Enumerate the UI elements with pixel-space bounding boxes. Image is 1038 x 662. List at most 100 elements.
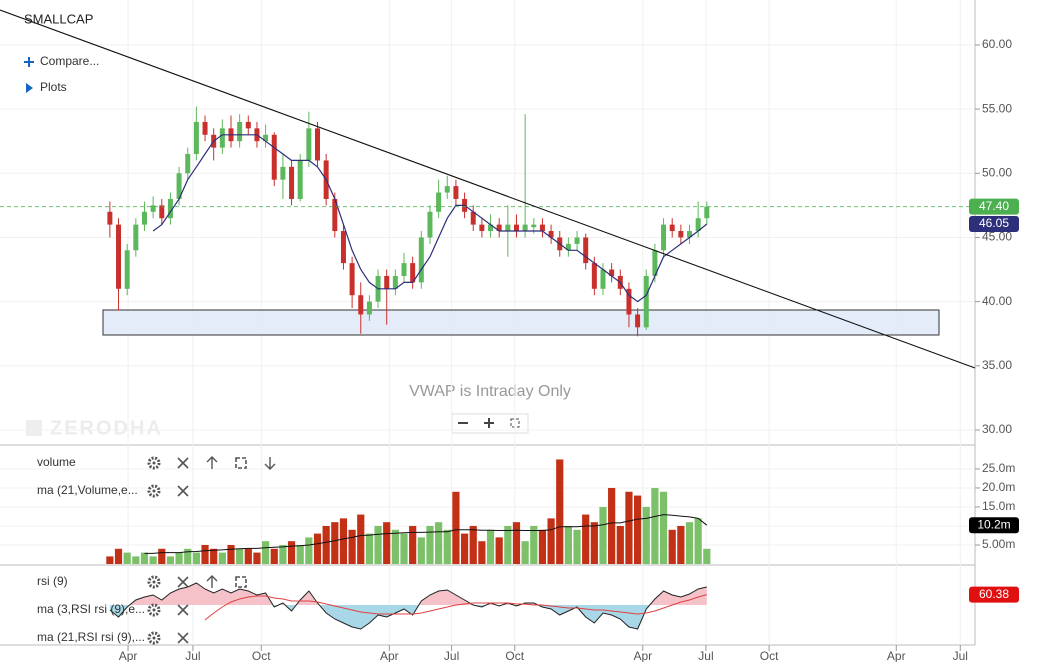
move-up-icon[interactable] bbox=[206, 456, 218, 469]
volume-bar bbox=[279, 544, 287, 564]
volume-bar bbox=[521, 541, 529, 564]
candle-body bbox=[695, 218, 701, 232]
rsi-fill-above bbox=[109, 583, 707, 605]
volume-bar bbox=[227, 544, 235, 564]
volume-bar bbox=[486, 529, 495, 564]
volume-bar bbox=[391, 529, 399, 564]
candle-body bbox=[116, 224, 122, 289]
x-tick-label: Oct bbox=[252, 649, 271, 662]
volume-bar bbox=[140, 552, 149, 564]
settings-icon-center bbox=[152, 489, 156, 493]
volume-bar bbox=[400, 533, 408, 564]
candle-body bbox=[470, 211, 476, 225]
candle-body bbox=[643, 275, 649, 328]
candle-body bbox=[349, 263, 355, 296]
compare-button[interactable]: Compare... bbox=[40, 54, 99, 68]
close-icon[interactable] bbox=[177, 576, 189, 588]
volume-bar bbox=[184, 548, 192, 564]
study-label: ma (21,Volume,e... bbox=[37, 483, 138, 497]
zoom-in[interactable] bbox=[484, 418, 494, 428]
move-down-icon[interactable] bbox=[264, 457, 276, 470]
volume-bar bbox=[313, 533, 322, 564]
candle-body bbox=[410, 263, 416, 283]
volume-bar bbox=[106, 556, 114, 564]
settings-icon[interactable] bbox=[147, 456, 161, 470]
maximize-icon[interactable] bbox=[235, 576, 247, 588]
volume-bar bbox=[348, 529, 356, 564]
move-up-icon[interactable] bbox=[206, 575, 218, 588]
value-tag-label: 60.38 bbox=[979, 587, 1009, 601]
rsi-line bbox=[204, 594, 707, 621]
x-tick-label: Apr bbox=[633, 649, 652, 662]
volume-bar bbox=[426, 525, 434, 564]
plots-button[interactable]: Plots bbox=[40, 80, 67, 94]
candle-body bbox=[687, 231, 693, 238]
value-tag bbox=[969, 586, 1019, 603]
volume-bar bbox=[331, 522, 339, 564]
maximize-icon[interactable] bbox=[235, 457, 247, 469]
y-tick-label: 15.0m bbox=[982, 499, 1015, 513]
y-tick-label: 25.0m bbox=[982, 461, 1015, 475]
volume-bar bbox=[374, 525, 382, 564]
candle-body bbox=[124, 250, 130, 289]
x-tick-label: Jul bbox=[953, 649, 968, 662]
plus-icon bbox=[24, 57, 34, 67]
trend-line bbox=[0, 9, 976, 369]
candle-body bbox=[479, 224, 485, 232]
support-zone bbox=[102, 309, 940, 336]
study-label: volume bbox=[37, 455, 76, 469]
volume-bar bbox=[625, 491, 633, 564]
settings-icon[interactable] bbox=[147, 484, 161, 498]
candle-body bbox=[366, 301, 372, 315]
close-icon[interactable] bbox=[177, 485, 189, 497]
volume-bar bbox=[236, 548, 244, 564]
candle-body bbox=[289, 166, 295, 199]
value-tag bbox=[969, 198, 1019, 215]
volume-bar bbox=[339, 518, 348, 564]
candle-body bbox=[176, 173, 182, 199]
vwap-note: VWAP is Intraday Only bbox=[409, 383, 571, 400]
candle-body bbox=[444, 186, 450, 193]
volume-bar bbox=[659, 491, 668, 564]
candle-body bbox=[591, 263, 597, 289]
settings-icon-center bbox=[152, 461, 156, 465]
volume-bar bbox=[590, 522, 598, 564]
settings-icon[interactable] bbox=[147, 575, 161, 589]
candle-body bbox=[271, 134, 277, 180]
volume-bar bbox=[270, 548, 278, 564]
x-tick-label: Jul bbox=[444, 649, 459, 662]
settings-icon[interactable] bbox=[147, 631, 161, 645]
candle-body bbox=[505, 224, 511, 232]
candle-body bbox=[384, 275, 390, 289]
candle-body bbox=[600, 269, 606, 289]
volume-bar bbox=[703, 548, 711, 564]
study-label: rsi (9) bbox=[37, 574, 68, 588]
candle-body bbox=[652, 250, 658, 276]
x-tick-label: Oct bbox=[505, 649, 524, 662]
candle-body bbox=[141, 211, 147, 225]
rsi-fill-below bbox=[109, 605, 707, 629]
candle-body bbox=[488, 224, 494, 232]
watermark-icon bbox=[26, 420, 42, 436]
candle-body bbox=[626, 288, 632, 315]
candle-body bbox=[418, 237, 424, 283]
candle-body bbox=[202, 121, 208, 135]
close-icon[interactable] bbox=[177, 457, 189, 469]
close-icon[interactable] bbox=[177, 604, 189, 616]
value-tag-label: 46.05 bbox=[979, 216, 1009, 230]
candle-body bbox=[237, 121, 243, 142]
settings-icon[interactable] bbox=[147, 603, 161, 617]
candle-body bbox=[496, 224, 502, 232]
volume-bar bbox=[253, 552, 261, 564]
candle-body bbox=[522, 224, 528, 232]
close-icon[interactable] bbox=[177, 632, 189, 644]
symbol[interactable]: SMALLCAP bbox=[24, 11, 93, 26]
rsi-line bbox=[109, 582, 707, 630]
volume-bar bbox=[296, 544, 304, 564]
volume-bar bbox=[114, 548, 123, 564]
volume-bar bbox=[435, 522, 443, 564]
volume-bar bbox=[478, 541, 486, 564]
volume-bar bbox=[573, 529, 581, 564]
volume-bar bbox=[530, 525, 538, 564]
